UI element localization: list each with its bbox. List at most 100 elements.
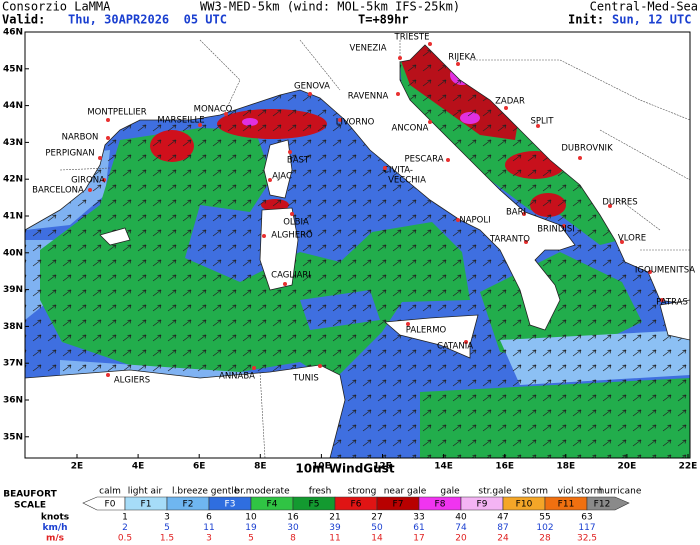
beaufort-name: l.breeze: [172, 487, 208, 497]
city-dot: [252, 366, 256, 370]
init-time: Sun, 12 UTC: [612, 13, 691, 27]
unit-value: 20: [455, 534, 467, 542]
lead-time: T=+89hr: [358, 13, 409, 27]
unit-value: 32,5: [577, 534, 597, 542]
beaufort-name: gale: [440, 487, 460, 497]
beaufort-force: F5: [309, 500, 320, 510]
unit-value: 39: [329, 523, 341, 533]
city-label: MONACO: [194, 105, 233, 115]
unit-value: 55: [539, 513, 550, 523]
beaufort-force: F7: [393, 500, 404, 510]
beaufort-name: hurricane: [599, 487, 642, 497]
city-label: IGOUMENITSA: [635, 266, 695, 276]
beaufort-name: br.moderate: [234, 487, 290, 497]
unit-value: 3: [164, 513, 170, 523]
unit-value: 1.5: [160, 534, 174, 542]
lat-label: 35N: [3, 432, 23, 442]
scale-label: SCALE: [14, 501, 46, 511]
beaufort-force: F0: [105, 500, 116, 510]
lon-label: 8E: [254, 462, 266, 472]
unit-value: 47: [497, 513, 508, 523]
beaufort-legend: F0 calm F1 light air F2 l.breeze F3 gentle F4 br.…: [41, 487, 642, 544]
beaufort-force: F1: [141, 500, 152, 510]
legend-title: 10m WindGust: [295, 462, 394, 476]
unit-value: 2: [122, 523, 128, 533]
unit-value: 1: [122, 513, 128, 523]
beaufort-name: viol.storm: [558, 487, 603, 497]
city-dot: [268, 178, 272, 182]
city-label: PERPIGNAN: [45, 149, 94, 159]
city-label: GENOVA: [294, 82, 330, 92]
city-label: VECCHIA: [388, 176, 426, 186]
region: Central-Med-Sea: [590, 0, 698, 14]
beaufort-name: str.gale: [478, 487, 512, 497]
city-label: BARCELONA: [32, 186, 84, 196]
init-label: Init:: [568, 13, 604, 27]
city-dot: [660, 298, 664, 302]
city-label: MARSEILLE: [157, 116, 204, 126]
lat-label: 46N: [3, 28, 23, 38]
lat-label: 43N: [3, 138, 23, 148]
lat-label: 41N: [3, 212, 23, 222]
unit-label: knots: [41, 513, 69, 523]
unit-value: 5: [164, 523, 170, 533]
city-label: TRIESTE: [394, 33, 430, 43]
lat-label: 42N: [3, 175, 23, 185]
city-dot: [262, 234, 266, 238]
city-dot: [522, 212, 526, 216]
city-dot: [106, 118, 110, 122]
unit-value: 8: [290, 534, 296, 542]
city-label: CAGLIARI: [271, 271, 311, 281]
city-label: ALGHERO: [271, 231, 313, 241]
lon-label: 16E: [495, 462, 514, 472]
unit-value: 11: [203, 523, 214, 533]
city-dot: [224, 112, 228, 116]
city-dot: [102, 178, 106, 182]
land-north: [25, 32, 690, 331]
beaufort-force: F10: [516, 500, 533, 510]
beaufort-name: strong: [348, 487, 377, 497]
model-info: WW3-MED-5km (wind: MOL-5km IFS-25km): [200, 0, 460, 14]
unit-value: 102: [536, 523, 553, 533]
lat-label: 39N: [3, 285, 23, 295]
unit-value: 5: [248, 534, 254, 542]
city-dot: [608, 204, 612, 208]
unit-value: 14: [371, 534, 383, 542]
unit-value: 74: [455, 523, 467, 533]
lon-label: 18E: [556, 462, 575, 472]
city-label: CATANIA: [437, 342, 473, 352]
valid-label: Valid:: [2, 13, 45, 27]
unit-value: 40: [455, 513, 467, 523]
city-dot: [383, 166, 387, 170]
unit-value: 61: [413, 523, 424, 533]
city-label: GIRONA: [71, 176, 105, 186]
unit-value: 63: [581, 513, 592, 523]
city-dot: [318, 364, 322, 368]
beaufort-force: F4: [267, 500, 278, 510]
lon-label: 14E: [434, 462, 453, 472]
beaufort-name: storm: [522, 487, 548, 497]
unit-value: 11: [329, 534, 340, 542]
beaufort-name: fresh: [309, 487, 332, 497]
beaufort-force: F3: [225, 500, 236, 510]
city-dot: [456, 62, 460, 66]
city-label: AJAC: [272, 172, 292, 182]
city-label: ANNABA: [219, 372, 255, 382]
city-dot: [620, 240, 624, 244]
city-dot: [504, 106, 508, 110]
beaufort-name: near gale: [384, 487, 427, 497]
corsica: [263, 139, 293, 199]
unit-value: 17: [413, 534, 424, 542]
map: [25, 32, 690, 458]
unit-value: 117: [578, 523, 595, 533]
beaufort-force: F12: [594, 500, 611, 510]
lat-label: 36N: [3, 396, 23, 406]
city-label: PESCARA: [404, 155, 443, 165]
lon-label: 12E: [373, 462, 392, 472]
lat-label: 44N: [3, 101, 23, 111]
beaufort-name: light air: [128, 487, 163, 497]
lon-label: 20E: [618, 462, 637, 472]
city-label: TARANTO: [489, 235, 530, 245]
city-dot: [283, 282, 287, 286]
